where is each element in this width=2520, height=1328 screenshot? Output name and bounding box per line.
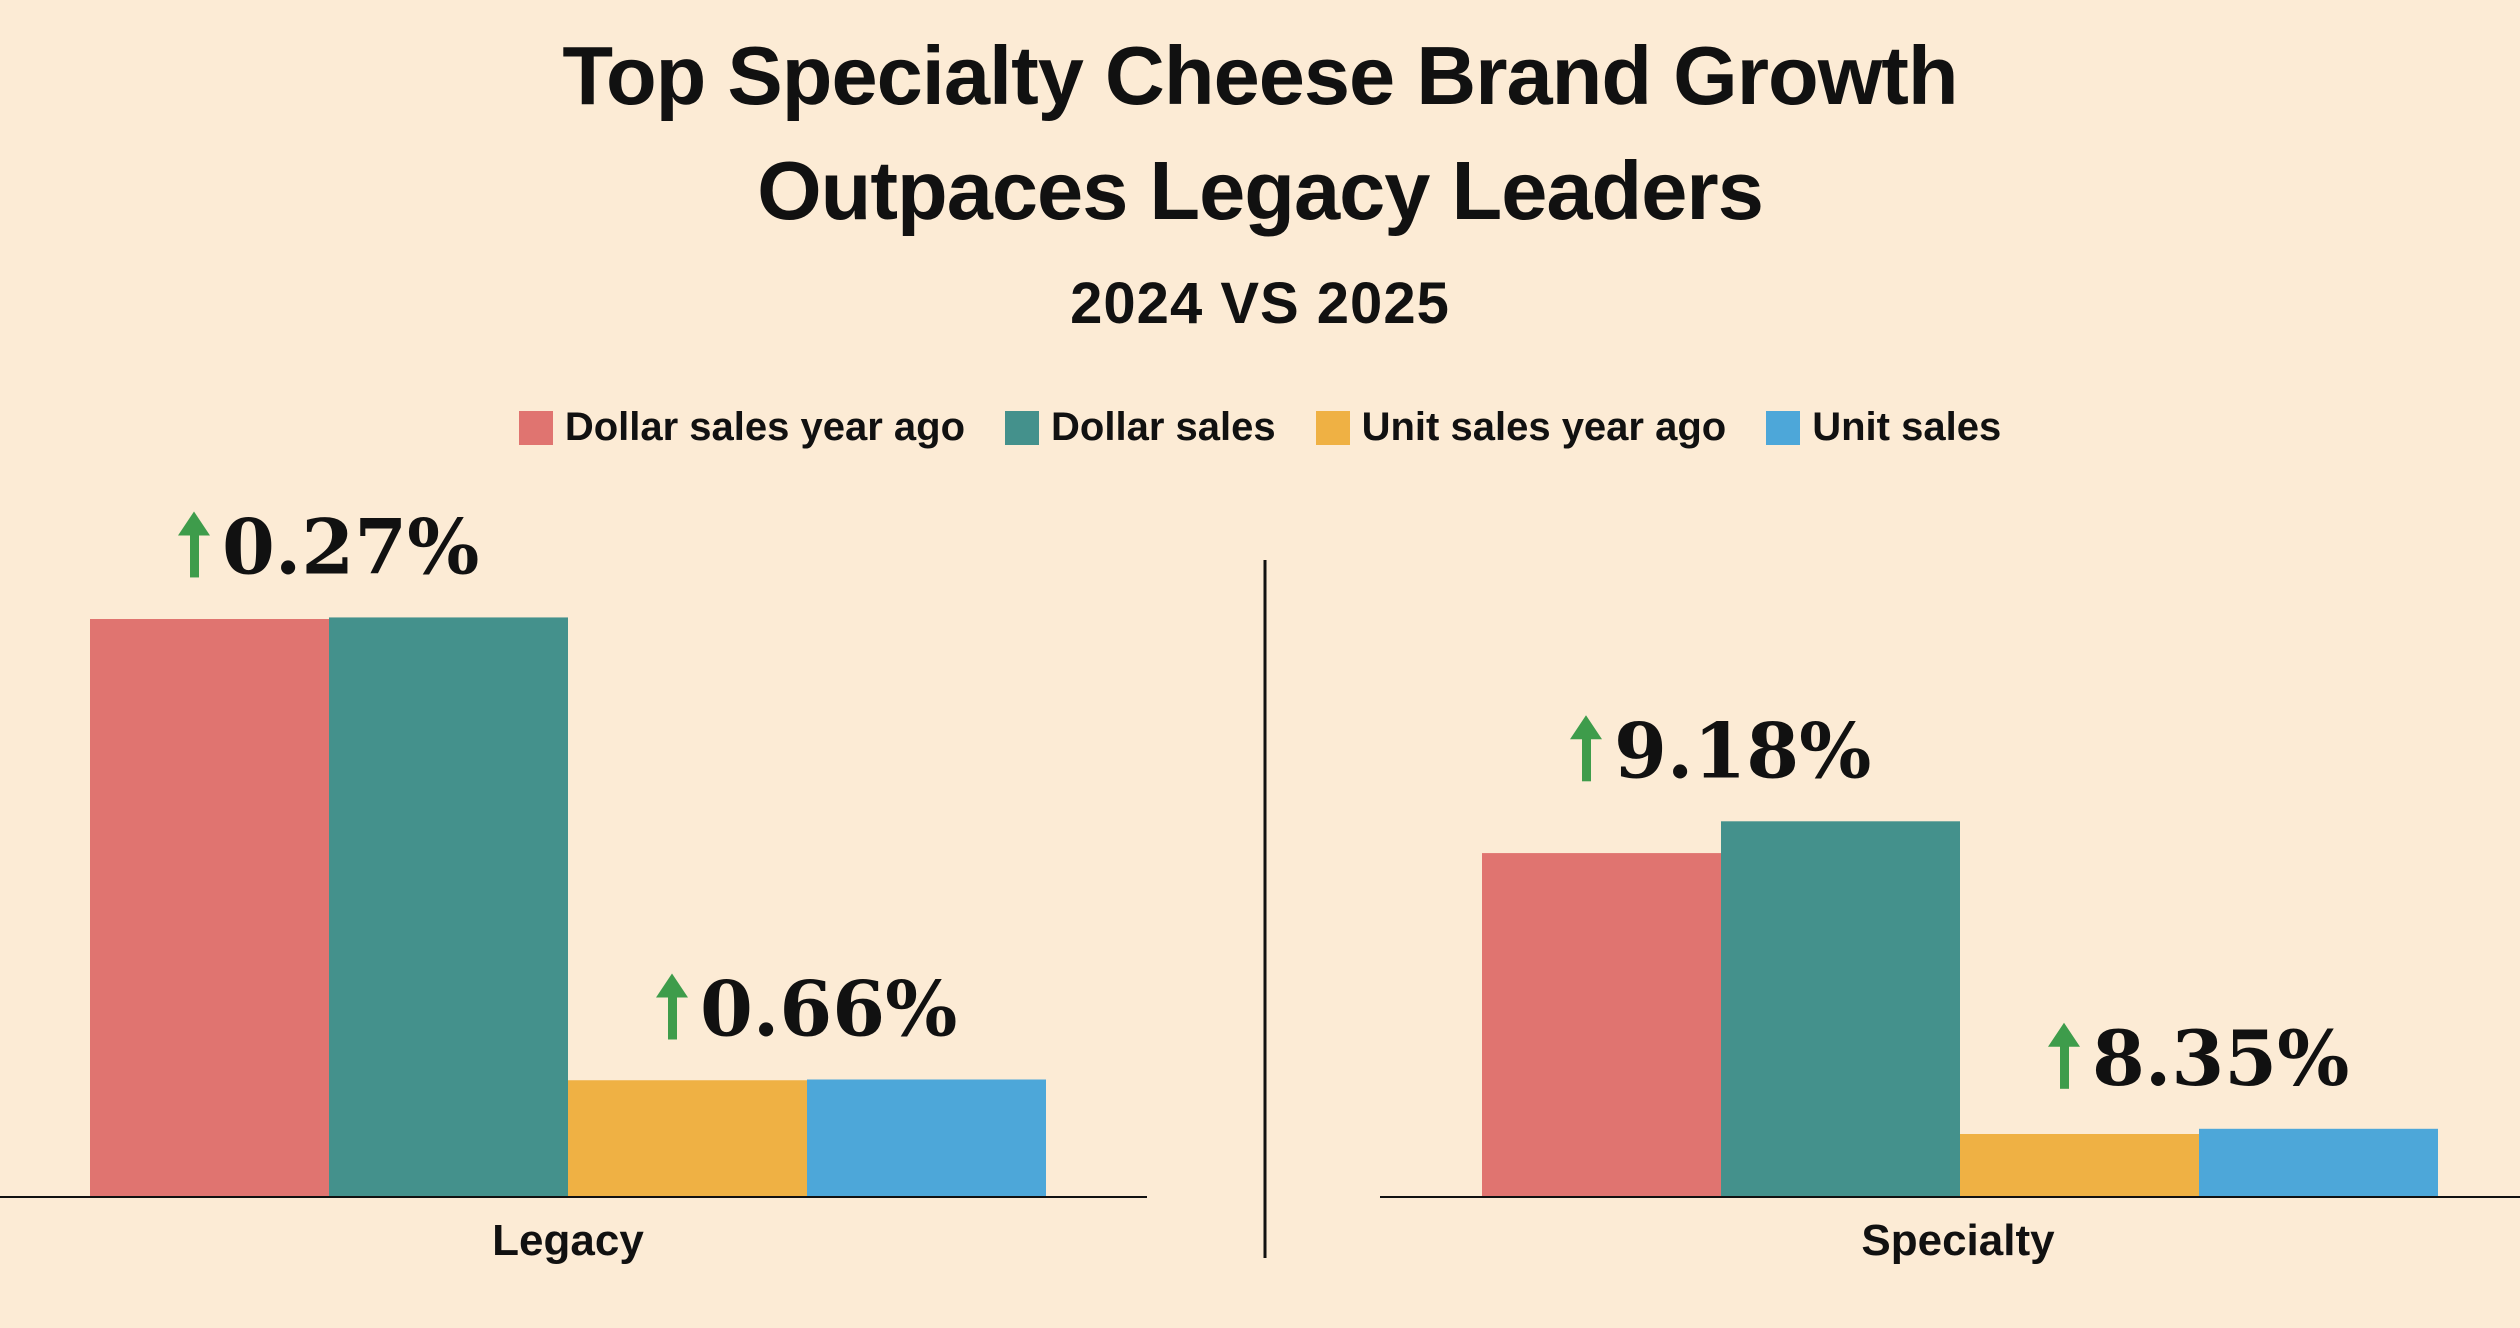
chart-subtitle: 2024 VS 2025 — [1070, 271, 1450, 336]
legend-swatch — [1315, 410, 1350, 445]
legend-label: Unit sales — [1812, 405, 2002, 449]
arrow-head — [656, 973, 688, 998]
legend-item-unit-year-ago: Unit sales year ago — [1315, 405, 1727, 450]
legend-label: Dollar sales year ago — [564, 405, 966, 449]
legend-label: Dollar sales — [1051, 405, 1276, 449]
change-annotation: 0.27% — [178, 502, 479, 591]
bar-specialty-3 — [1960, 1133, 2199, 1197]
legend-item-dollar-year-ago: Dollar sales year ago — [518, 405, 966, 450]
legend-item-unit: Unit sales — [1766, 405, 2001, 450]
change-label: 0.27% — [222, 502, 479, 591]
arrow-up-icon — [1570, 715, 1602, 782]
arrow-head — [1570, 715, 1602, 740]
arrow-up-icon — [656, 973, 688, 1040]
change-annotation: 8.35% — [2048, 1014, 2349, 1103]
arrow-shaft — [190, 531, 199, 578]
change-label: 8.35% — [2092, 1014, 2349, 1103]
change-label: 0.66% — [700, 964, 957, 1053]
arrow-up-icon — [178, 511, 210, 578]
legend-swatch — [1766, 410, 1801, 445]
bar-specialty-4 — [2199, 1128, 2438, 1197]
arrow-up-icon — [2048, 1022, 2080, 1089]
chart-title-line-1: Top Specialty Cheese Brand Growth — [562, 29, 1958, 122]
category-label-legacy: Legacy — [492, 1216, 644, 1265]
bar-legacy-3 — [568, 1080, 807, 1197]
bar-legacy-2 — [329, 617, 568, 1197]
bar-specialty-1 — [1482, 853, 1721, 1197]
category-label-specialty: Specialty — [1861, 1216, 2055, 1265]
change-label: 9.18% — [1614, 706, 1871, 795]
legend: Dollar sales year ago Dollar sales Unit … — [0, 405, 2520, 450]
chart-title-line-2: Outpaces Legacy Leaders — [757, 144, 1764, 237]
change-annotation: 0.66% — [656, 964, 957, 1053]
change-annotation: 9.18% — [1570, 706, 1871, 795]
chart-title: Top Specialty Cheese Brand Growth Outpac… — [0, 18, 2520, 248]
arrow-shaft — [1582, 735, 1591, 782]
legend-item-dollar: Dollar sales — [1005, 405, 1276, 450]
legend-swatch — [1005, 410, 1040, 445]
bar-specialty-2 — [1721, 821, 1960, 1197]
arrow-head — [178, 511, 210, 536]
bar-legacy-1 — [90, 619, 329, 1197]
arrow-shaft — [2060, 1042, 2069, 1089]
bar-legacy-4 — [807, 1079, 1046, 1197]
legend-label: Unit sales year ago — [1361, 405, 1727, 449]
arrow-shaft — [668, 993, 677, 1040]
arrow-head — [2048, 1022, 2080, 1047]
legend-swatch — [518, 410, 553, 445]
